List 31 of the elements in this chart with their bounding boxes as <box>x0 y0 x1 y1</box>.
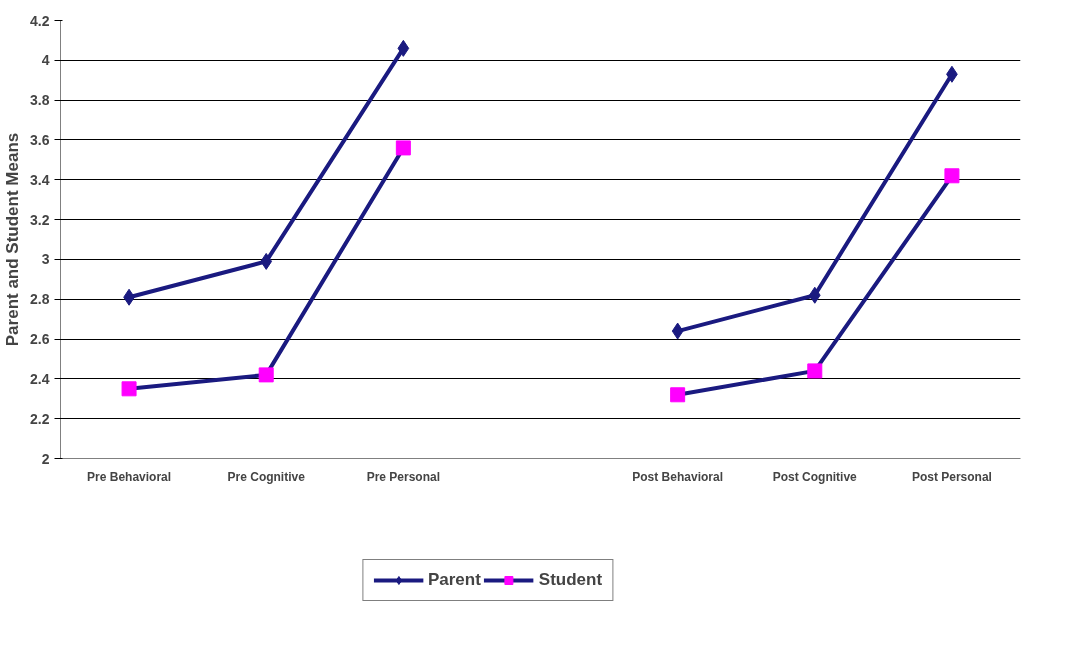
point <box>395 140 411 156</box>
x-tick-label: Pre Cognitive <box>227 469 306 484</box>
point <box>807 363 823 379</box>
x-tick-label: Post Behavioral <box>632 469 723 484</box>
y-tick-label: 3.4 <box>30 171 50 188</box>
y-tick-label: 3.8 <box>30 92 50 109</box>
x-tick-label: Pre Personal <box>366 469 441 484</box>
x-tick-label: Pre Behavioral <box>87 469 172 484</box>
y-tick-label: 3.6 <box>30 131 50 148</box>
y-tick-label: 3 <box>41 251 50 268</box>
y-tick-label: 2.4 <box>30 370 50 387</box>
point <box>671 322 684 340</box>
point <box>260 252 273 270</box>
point <box>258 367 274 383</box>
y-tick-label: 2.6 <box>30 331 50 348</box>
y-tick-label: 4 <box>41 52 50 69</box>
point <box>944 168 960 184</box>
y-tick-label: 2 <box>41 450 50 467</box>
y-tick-label: 3.2 <box>30 211 50 228</box>
x-tick-label: Post Personal <box>911 469 992 484</box>
point <box>121 381 137 397</box>
y-tick-label: 2.2 <box>30 410 50 427</box>
y-tick-label: 2.8 <box>30 291 50 308</box>
legend-label: Parent <box>427 570 481 590</box>
point <box>808 286 821 304</box>
y-axis-title: Parent and Student Means <box>3 132 23 347</box>
point <box>670 387 686 403</box>
legend-label: Student <box>538 570 603 590</box>
x-tick-label: Post Cognitive <box>772 469 858 484</box>
point <box>397 39 410 57</box>
y-tick-label: 4.2 <box>30 12 50 29</box>
